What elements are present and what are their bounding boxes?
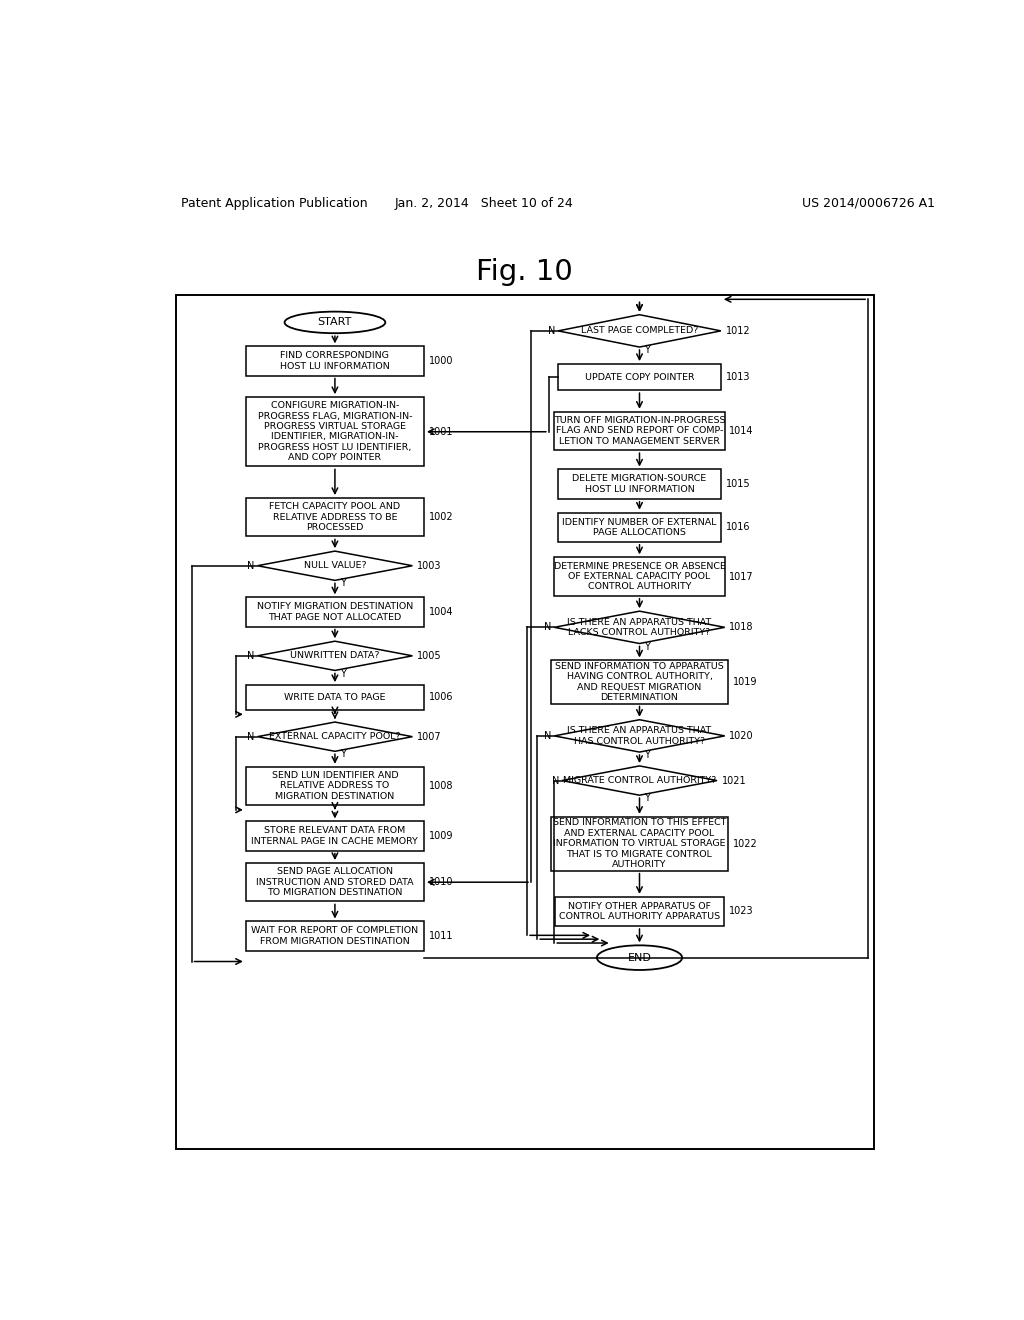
Polygon shape	[554, 719, 725, 752]
FancyBboxPatch shape	[555, 896, 724, 927]
FancyBboxPatch shape	[246, 397, 424, 466]
Text: 1011: 1011	[429, 931, 454, 941]
Text: SEND LUN IDENTIFIER AND
RELATIVE ADDRESS TO
MIGRATION DESTINATION: SEND LUN IDENTIFIER AND RELATIVE ADDRESS…	[271, 771, 398, 801]
Text: DETERMINE PRESENCE OR ABSENCE
OF EXTERNAL CAPACITY POOL
CONTROL AUTHORITY: DETERMINE PRESENCE OR ABSENCE OF EXTERNA…	[554, 561, 725, 591]
FancyBboxPatch shape	[558, 470, 721, 499]
Text: NULL VALUE?: NULL VALUE?	[303, 561, 367, 570]
FancyBboxPatch shape	[558, 512, 721, 543]
FancyBboxPatch shape	[246, 821, 424, 850]
Ellipse shape	[597, 945, 682, 970]
Text: US 2014/0006726 A1: US 2014/0006726 A1	[802, 197, 935, 210]
Text: Y: Y	[644, 642, 650, 652]
Text: Y: Y	[340, 668, 345, 678]
Text: LAST PAGE COMPLETED?: LAST PAGE COMPLETED?	[581, 326, 698, 335]
Text: 1018: 1018	[729, 622, 754, 632]
Text: 1006: 1006	[429, 693, 454, 702]
Polygon shape	[562, 766, 717, 795]
Text: 1008: 1008	[429, 781, 454, 791]
Text: 1013: 1013	[726, 372, 750, 381]
Text: 1005: 1005	[417, 651, 441, 661]
Text: N: N	[552, 776, 559, 785]
Text: 1022: 1022	[732, 838, 758, 849]
Text: SEND INFORMATION TO THIS EFFECT
AND EXTERNAL CAPACITY POOL
INFORMATION TO VIRTUA: SEND INFORMATION TO THIS EFFECT AND EXTE…	[553, 818, 726, 869]
FancyBboxPatch shape	[246, 921, 424, 950]
Text: Patent Application Publication: Patent Application Publication	[180, 197, 368, 210]
Text: TURN OFF MIGRATION-IN-PROGRESS
FLAG AND SEND REPORT OF COMP-
LETION TO MANAGEMEN: TURN OFF MIGRATION-IN-PROGRESS FLAG AND …	[554, 416, 725, 446]
Text: 1015: 1015	[726, 479, 751, 490]
Text: 1004: 1004	[429, 607, 454, 616]
Text: WRITE DATA TO PAGE: WRITE DATA TO PAGE	[285, 693, 386, 702]
Text: Y: Y	[644, 750, 650, 760]
FancyBboxPatch shape	[246, 597, 424, 627]
Text: DELETE MIGRATION-SOURCE
HOST LU INFORMATION: DELETE MIGRATION-SOURCE HOST LU INFORMAT…	[572, 474, 707, 494]
FancyBboxPatch shape	[246, 863, 424, 902]
Polygon shape	[257, 552, 413, 581]
FancyBboxPatch shape	[246, 685, 424, 710]
Text: 1017: 1017	[729, 572, 754, 582]
Text: WAIT FOR REPORT OF COMPLETION
FROM MIGRATION DESTINATION: WAIT FOR REPORT OF COMPLETION FROM MIGRA…	[251, 927, 419, 946]
Text: NOTIFY MIGRATION DESTINATION
THAT PAGE NOT ALLOCATED: NOTIFY MIGRATION DESTINATION THAT PAGE N…	[257, 602, 413, 622]
Text: SEND INFORMATION TO APPARATUS
HAVING CONTROL AUTHORITY,
AND REQUEST MIGRATION
DE: SEND INFORMATION TO APPARATUS HAVING CON…	[555, 661, 724, 702]
Polygon shape	[554, 611, 725, 644]
Text: EXTERNAL CAPACITY POOL?: EXTERNAL CAPACITY POOL?	[269, 733, 400, 741]
Text: N: N	[544, 731, 551, 741]
Text: Jan. 2, 2014   Sheet 10 of 24: Jan. 2, 2014 Sheet 10 of 24	[395, 197, 573, 210]
FancyBboxPatch shape	[551, 660, 728, 704]
Text: N: N	[548, 326, 555, 335]
Text: START: START	[317, 317, 352, 327]
Text: FIND CORRESPONDING
HOST LU INFORMATION: FIND CORRESPONDING HOST LU INFORMATION	[280, 351, 390, 371]
Text: 1001: 1001	[429, 426, 454, 437]
Text: Y: Y	[340, 750, 345, 759]
FancyBboxPatch shape	[558, 364, 721, 391]
Text: N: N	[247, 561, 254, 570]
FancyBboxPatch shape	[554, 412, 725, 450]
Text: N: N	[544, 622, 551, 632]
Text: Fig. 10: Fig. 10	[476, 259, 573, 286]
Text: 1003: 1003	[417, 561, 441, 570]
Text: UPDATE COPY POINTER: UPDATE COPY POINTER	[585, 372, 694, 381]
Text: N: N	[247, 731, 254, 742]
Polygon shape	[257, 642, 413, 671]
Text: N: N	[247, 651, 254, 661]
Text: CONFIGURE MIGRATION-IN-
PROGRESS FLAG, MIGRATION-IN-
PROGRESS VIRTUAL STORAGE
ID: CONFIGURE MIGRATION-IN- PROGRESS FLAG, M…	[258, 401, 413, 462]
Text: Y: Y	[644, 793, 650, 804]
Polygon shape	[558, 314, 721, 347]
Text: FETCH CAPACITY POOL AND
RELATIVE ADDRESS TO BE
PROCESSED: FETCH CAPACITY POOL AND RELATIVE ADDRESS…	[269, 503, 400, 532]
FancyBboxPatch shape	[246, 346, 424, 376]
FancyBboxPatch shape	[554, 557, 725, 595]
FancyBboxPatch shape	[176, 296, 873, 1148]
FancyBboxPatch shape	[551, 817, 728, 871]
Text: 1021: 1021	[722, 776, 746, 785]
Text: 1019: 1019	[732, 677, 757, 686]
Text: MIGRATE CONTROL AUTHORITY?: MIGRATE CONTROL AUTHORITY?	[563, 776, 716, 785]
Text: IS THERE AN APPARATUS THAT
LACKS CONTROL AUTHORITY?: IS THERE AN APPARATUS THAT LACKS CONTROL…	[567, 618, 712, 638]
Text: SEND PAGE ALLOCATION
INSTRUCTION AND STORED DATA
TO MIGRATION DESTINATION: SEND PAGE ALLOCATION INSTRUCTION AND STO…	[256, 867, 414, 898]
Text: 1016: 1016	[726, 523, 750, 532]
Text: Y: Y	[340, 578, 345, 589]
Ellipse shape	[285, 312, 385, 333]
Text: STORE RELEVANT DATA FROM
INTERNAL PAGE IN CACHE MEMORY: STORE RELEVANT DATA FROM INTERNAL PAGE I…	[252, 826, 419, 846]
Text: END: END	[628, 953, 651, 962]
Text: 1009: 1009	[429, 832, 454, 841]
Text: 1000: 1000	[429, 356, 454, 366]
Text: 1002: 1002	[429, 512, 454, 523]
Polygon shape	[257, 722, 413, 751]
FancyBboxPatch shape	[246, 767, 424, 805]
Text: 1012: 1012	[726, 326, 751, 335]
Text: Y: Y	[644, 345, 650, 355]
Text: 1010: 1010	[429, 878, 454, 887]
Text: 1007: 1007	[417, 731, 441, 742]
FancyBboxPatch shape	[246, 498, 424, 536]
Text: 1023: 1023	[729, 907, 754, 916]
Text: 1014: 1014	[729, 426, 754, 436]
Text: UNWRITTEN DATA?: UNWRITTEN DATA?	[290, 651, 380, 660]
Text: IDENTIFY NUMBER OF EXTERNAL
PAGE ALLOCATIONS: IDENTIFY NUMBER OF EXTERNAL PAGE ALLOCAT…	[562, 517, 717, 537]
Text: IS THERE AN APPARATUS THAT
HAS CONTROL AUTHORITY?: IS THERE AN APPARATUS THAT HAS CONTROL A…	[567, 726, 712, 746]
Text: 1020: 1020	[729, 731, 754, 741]
Text: NOTIFY OTHER APPARATUS OF
CONTROL AUTHORITY APPARATUS: NOTIFY OTHER APPARATUS OF CONTROL AUTHOR…	[559, 902, 720, 921]
